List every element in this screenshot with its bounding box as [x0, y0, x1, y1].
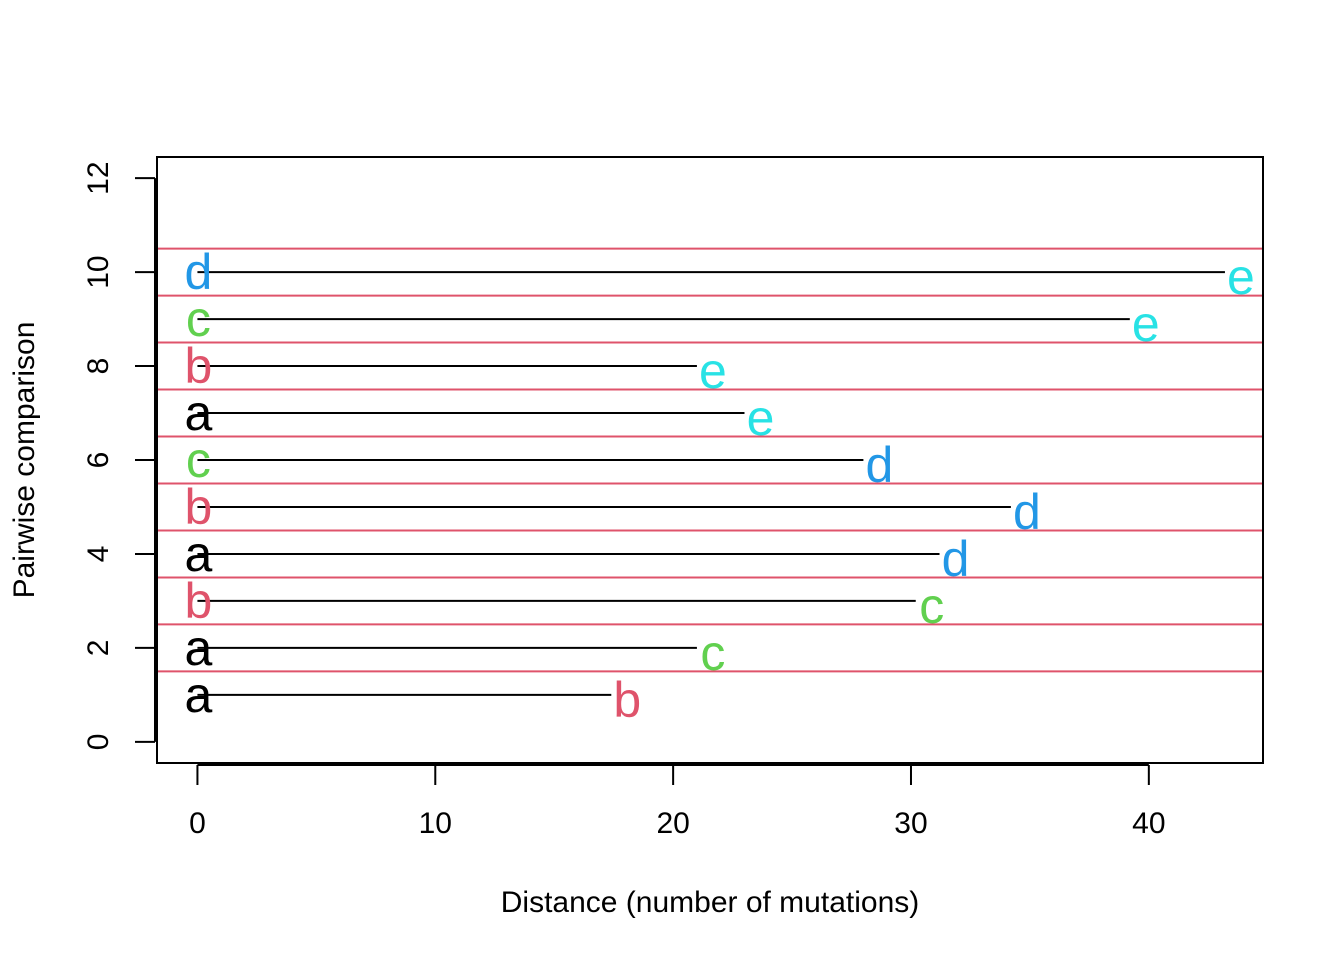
- pair-end-label-9: e: [1227, 249, 1255, 305]
- x-tick-label-1: 10: [419, 807, 452, 840]
- pair-start-label-8: c: [186, 291, 211, 347]
- pair-start-label-9: d: [185, 244, 213, 300]
- pair-end-label-3: d: [942, 531, 970, 587]
- distance-segments: [197, 271, 1225, 696]
- pair-start-label-4: b: [185, 479, 213, 535]
- pair-end-label-7: e: [699, 343, 727, 399]
- plot-frame: [156, 156, 1264, 764]
- pair-end-label-8: e: [1132, 296, 1160, 352]
- x-tick-label-2: 20: [656, 807, 689, 840]
- y-tick-label-1: 2: [82, 640, 115, 657]
- pair-start-label-5: c: [186, 432, 211, 488]
- y-tick-label-6: 12: [82, 161, 115, 194]
- y-tick-label-4: 8: [82, 358, 115, 375]
- x-axis-label: Distance (number of mutations): [501, 886, 920, 919]
- pair-start-label-3: a: [185, 526, 213, 582]
- y-axis-label: Pairwise comparison: [8, 322, 41, 599]
- pair-start-label-0: a: [185, 667, 213, 723]
- x-tick-label-0: 0: [189, 807, 206, 840]
- y-tick-label-2: 4: [82, 546, 115, 563]
- pair-start-label-6: a: [185, 385, 213, 441]
- pair-end-label-6: e: [747, 390, 775, 446]
- pair-start-label-1: a: [185, 620, 213, 676]
- x-axis: 0 10 20 30 40: [189, 764, 1166, 840]
- pair-end-label-2: c: [919, 578, 944, 634]
- y-tick-label-5: 10: [82, 255, 115, 288]
- y-tick-label-3: 6: [82, 452, 115, 469]
- pair-end-label-5: d: [866, 437, 894, 493]
- pair-start-label-2: b: [185, 573, 213, 629]
- y-axis: 0 2 4 6 8 10 12: [82, 161, 156, 751]
- pair-end-label-0: b: [613, 672, 641, 728]
- x-tick-label-4: 40: [1132, 807, 1165, 840]
- pair-end-label-1: c: [700, 625, 725, 681]
- pair-labels: a ba cb ca db dc da eb ec ed e: [185, 244, 1255, 728]
- pair-start-label-7: b: [185, 338, 213, 394]
- y-tick-label-0: 0: [82, 734, 115, 751]
- separator-lines: [157, 247, 1263, 673]
- pair-end-label-4: d: [1013, 484, 1041, 540]
- x-tick-label-3: 30: [894, 807, 927, 840]
